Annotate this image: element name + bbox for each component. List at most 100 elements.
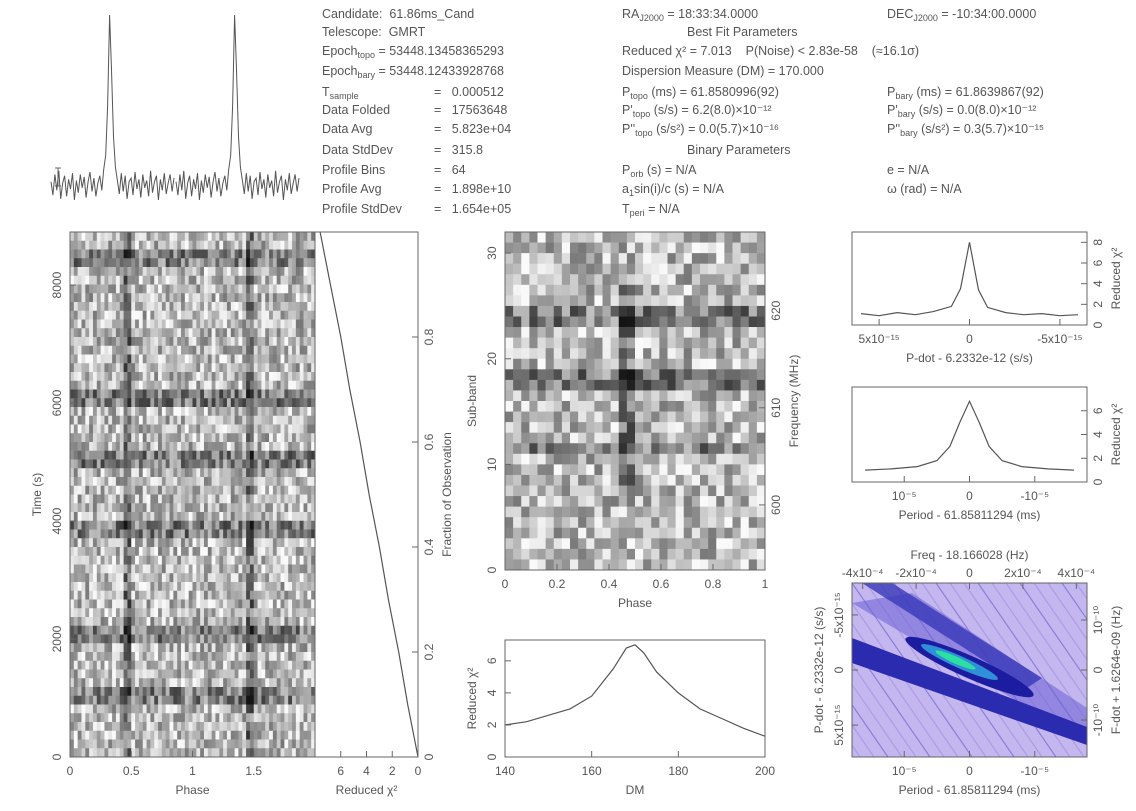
- heatmap-pixel: [78, 363, 82, 372]
- heatmap-pixel: [223, 731, 227, 740]
- heatmap-pixel: [181, 346, 185, 355]
- heatmap-pixel: [643, 232, 651, 243]
- heatmap-pixel: [570, 327, 578, 338]
- heatmap-pixel: [131, 512, 135, 521]
- heatmap-pixel: [231, 241, 235, 250]
- heatmap-pixel: [238, 355, 242, 364]
- heatmap-pixel: [708, 422, 716, 433]
- heatmap-pixel: [93, 285, 97, 294]
- heatmap-pixel: [258, 600, 262, 609]
- heatmap-pixel: [277, 608, 281, 617]
- heatmap-pixel: [223, 503, 227, 512]
- heatmap-pixel: [116, 565, 120, 574]
- heatmap-pixel: [85, 241, 89, 250]
- heatmap-pixel: [219, 381, 223, 390]
- heatmap-pixel: [254, 372, 258, 381]
- heatmap-pixel: [158, 696, 162, 705]
- heatmap-pixel: [227, 696, 231, 705]
- heatmap-pixel: [212, 678, 216, 687]
- heatmap-pixel: [131, 600, 135, 609]
- heatmap-pixel: [85, 250, 89, 259]
- heatmap-pixel: [700, 369, 708, 380]
- heatmap-pixel: [108, 705, 112, 714]
- heatmap-pixel: [177, 451, 181, 460]
- heatmap-pixel: [81, 687, 85, 696]
- heatmap-pixel: [265, 722, 269, 731]
- heatmap-pixel: [97, 293, 101, 302]
- heatmap-pixel: [513, 264, 521, 275]
- parameter-subscript: sample: [330, 91, 359, 101]
- heatmap-pixel: [611, 338, 619, 349]
- heatmap-pixel: [269, 556, 273, 565]
- heatmap-pixel: [166, 670, 170, 679]
- heatmap-pixel: [200, 416, 204, 425]
- heatmap-pixel: [521, 422, 529, 433]
- heatmap-pixel: [215, 355, 219, 364]
- heatmap-pixel: [292, 302, 296, 311]
- heatmap-pixel: [166, 468, 170, 477]
- heatmap-pixel: [162, 328, 166, 337]
- heatmap-pixel: [200, 748, 204, 757]
- heatmap-pixel: [296, 687, 300, 696]
- heatmap-pixel: [166, 652, 170, 661]
- heatmap-pixel: [242, 670, 246, 679]
- heatmap-pixel: [265, 670, 269, 679]
- heatmap-pixel: [97, 346, 101, 355]
- parameter-subscript: bary: [895, 91, 913, 101]
- heatmap-pixel: [215, 582, 219, 591]
- heatmap-pixel: [97, 591, 101, 600]
- heatmap-pixel: [208, 538, 212, 547]
- heatmap-pixel: [235, 460, 239, 469]
- heatmap-pixel: [700, 496, 708, 507]
- heatmap-pixel: [120, 521, 124, 530]
- heatmap-pixel: [288, 661, 292, 670]
- heatmap-pixel: [70, 451, 74, 460]
- heatmap-pixel: [101, 285, 105, 294]
- heatmap-pixel: [578, 507, 586, 518]
- heatmap-pixel: [101, 416, 105, 425]
- heatmap-pixel: [505, 243, 513, 254]
- heatmap-pixel: [112, 503, 116, 512]
- heatmap-pixel: [81, 355, 85, 364]
- heatmap-pixel: [594, 369, 602, 380]
- heatmap-pixel: [154, 591, 158, 600]
- heatmap-pixel: [189, 687, 193, 696]
- heatmap-pixel: [258, 678, 262, 687]
- heatmap-pixel: [120, 442, 124, 451]
- heatmap-pixel: [246, 591, 250, 600]
- heatmap-pixel: [733, 306, 741, 317]
- heatmap-pixel: [185, 538, 189, 547]
- heatmap-pixel: [594, 464, 602, 475]
- heatmap-pixel: [193, 477, 197, 486]
- heatmap-pixel: [238, 635, 242, 644]
- heatmap-pixel: [78, 661, 82, 670]
- heatmap-pixel: [108, 635, 112, 644]
- heatmap-pixel: [131, 748, 135, 757]
- heatmap-pixel: [154, 705, 158, 714]
- heatmap-pixel: [74, 565, 78, 574]
- heatmap-pixel: [708, 264, 716, 275]
- heatmap-pixel: [635, 390, 643, 401]
- heatmap-pixel: [150, 258, 154, 267]
- heatmap-pixel: [292, 267, 296, 276]
- heatmap-pixel: [570, 507, 578, 518]
- heatmap-pixel: [173, 486, 177, 495]
- heatmap-pixel: [304, 643, 308, 652]
- heatmap-pixel: [139, 731, 143, 740]
- heatmap-pixel: [281, 241, 285, 250]
- heatmap-pixel: [204, 722, 208, 731]
- heatmap-pixel: [135, 503, 139, 512]
- heatmap-pixel: [250, 425, 254, 434]
- heatmap-pixel: [85, 687, 89, 696]
- heatmap-pixel: [538, 549, 546, 560]
- heatmap-pixel: [603, 317, 611, 328]
- heatmap-pixel: [304, 477, 308, 486]
- heatmap-pixel: [242, 538, 246, 547]
- heatmap-pixel: [700, 348, 708, 359]
- heatmap-pixel: [578, 401, 586, 412]
- heatmap-pixel: [85, 302, 89, 311]
- heatmap-pixel: [162, 311, 166, 320]
- heatmap-pixel: [81, 425, 85, 434]
- parameter-line: Candidate: 61.86ms_Cand: [322, 7, 474, 21]
- heatmap-pixel: [93, 451, 97, 460]
